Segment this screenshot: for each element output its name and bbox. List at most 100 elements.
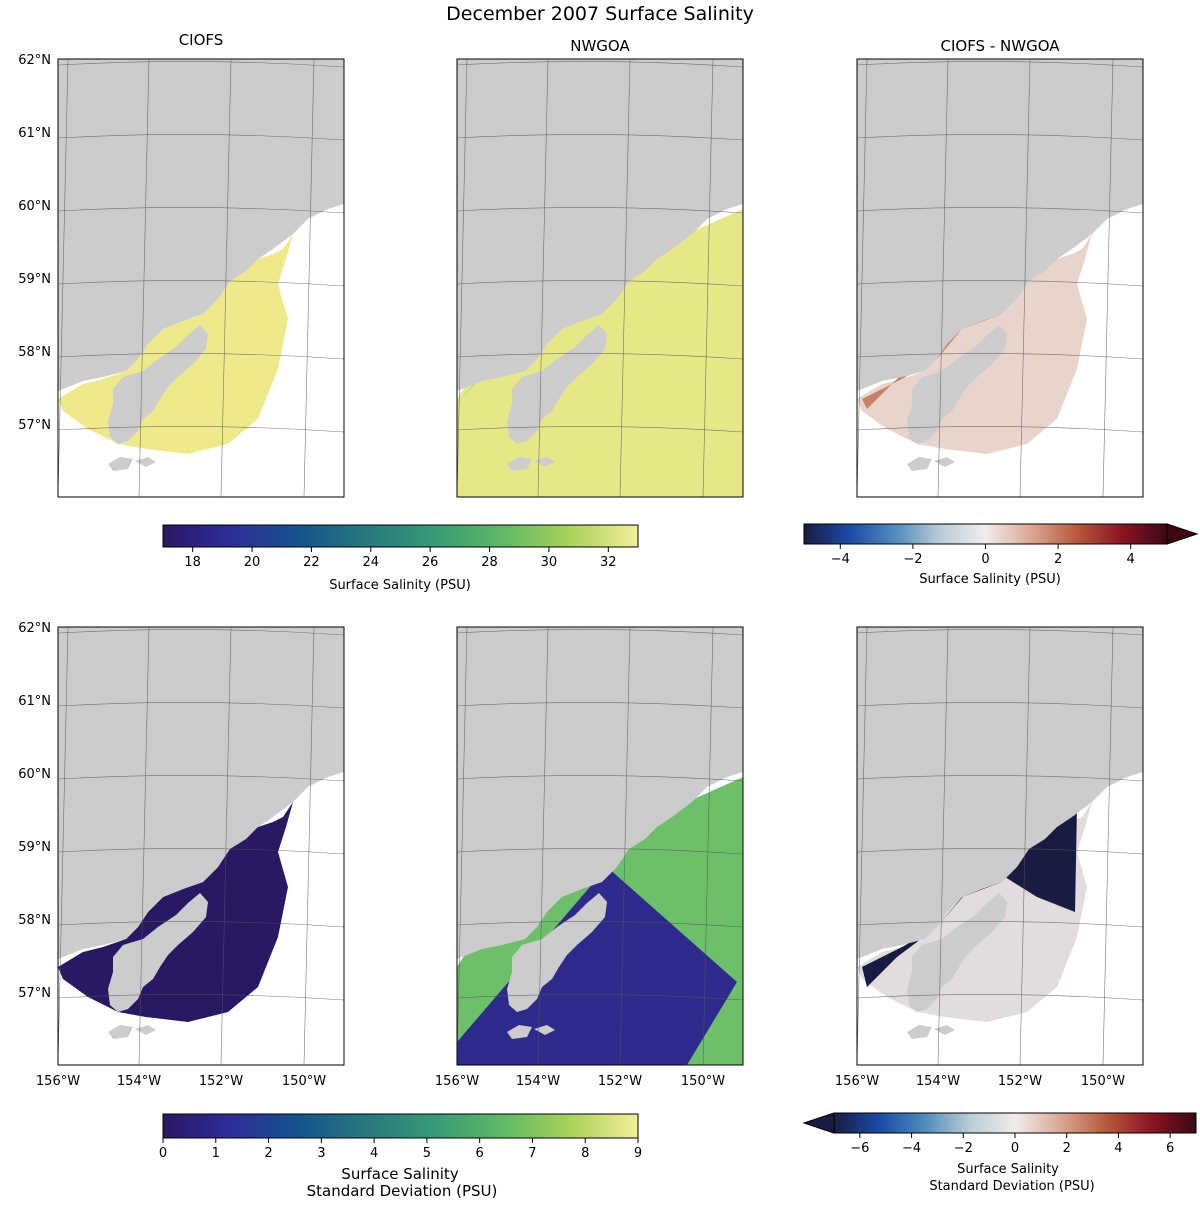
map-panel	[57, 58, 345, 498]
colorbar-label-salinity: Surface Salinity (PSU)	[329, 578, 471, 593]
map-content	[58, 59, 344, 497]
island-land	[108, 325, 208, 444]
colorbar-gradient	[833, 1112, 1197, 1134]
colorbar-std-diff: −6 −4 −2 0 2 4 6	[802, 1112, 1197, 1156]
colorbar-gradient	[162, 524, 639, 548]
colorbar-tick-label: 3	[317, 1146, 325, 1161]
lon-label: 150°W	[1081, 1074, 1125, 1089]
small-island-land	[108, 1025, 156, 1039]
lat-gridline	[58, 994, 344, 1001]
lon-label: 156°W	[36, 1074, 80, 1089]
colorbar-extend-min	[802, 1112, 835, 1134]
lat-gridline	[58, 134, 344, 141]
small-island-land	[907, 1025, 955, 1039]
lat-gridline	[857, 426, 1143, 433]
lon-label: 150°W	[681, 1074, 725, 1089]
colorbar-tick-label: 8	[581, 1146, 589, 1161]
map-content	[58, 627, 344, 1065]
lat-gridline	[857, 702, 1143, 709]
colorbar-tick-label: 28	[481, 555, 498, 570]
colorbar-extend-max	[1166, 523, 1199, 545]
colorbar-tick-label: 9	[634, 1146, 642, 1161]
lon-gridline	[619, 59, 631, 497]
small-island-land	[507, 1025, 555, 1039]
colorbar-tick-label: 5	[423, 1146, 431, 1161]
lat-gridline	[457, 280, 743, 287]
lat-gridline	[857, 353, 1143, 360]
colorbar-tick-label: 18	[184, 555, 201, 570]
lon-label: 154°W	[916, 1074, 960, 1089]
island-land	[907, 893, 1007, 1012]
lat-label: 59°N	[18, 840, 51, 855]
island-land	[507, 325, 607, 444]
colorbar-salinity-diff: −4 −2 0 2 4	[803, 523, 1199, 567]
colorbar-tick-label: 4	[1114, 1141, 1122, 1156]
lat-label: 62°N	[18, 621, 51, 636]
panel-title-difference: CIOFS - NWGOA	[940, 37, 1060, 55]
lat-gridline	[58, 207, 344, 214]
panel-frame	[456, 58, 744, 498]
lat-label: 59°N	[18, 272, 51, 287]
colorbar-tick-label: 2	[1063, 1141, 1071, 1156]
land-mask	[857, 627, 1143, 959]
colorbar-label-salinity-diff: Surface Salinity (PSU)	[919, 572, 1061, 587]
colorbar-tick-label: −6	[850, 1141, 869, 1156]
colorbar-tick-label: 1	[212, 1146, 220, 1161]
lon-gridline	[702, 627, 714, 1065]
high-resolution-nest	[457, 867, 737, 1065]
panel-frame	[856, 626, 1144, 1066]
map-content	[457, 627, 743, 1065]
map-content	[857, 627, 1143, 1065]
lat-gridline	[58, 921, 344, 928]
colorbar-tick-label: 22	[303, 555, 320, 570]
lat-gridline	[58, 353, 344, 360]
panel-frame	[57, 58, 345, 498]
lat-label: 60°N	[18, 199, 51, 214]
colorbar-tick-label: 24	[363, 555, 380, 570]
lon-gridline	[220, 627, 232, 1065]
map-panel	[856, 626, 1144, 1066]
colorbar-std: 0 1 2 3 4 5 6 7 8 9	[159, 1113, 642, 1161]
lon-gridline	[220, 59, 232, 497]
colorbar-salinity: 18 20 22 24 26 28 30 32	[162, 524, 639, 570]
lat-gridline	[857, 134, 1143, 141]
lat-label: 60°N	[18, 767, 51, 782]
island-land	[507, 893, 607, 1012]
lon-gridline	[1102, 627, 1114, 1065]
colorbar-tick-label: 4	[370, 1146, 378, 1161]
lon-gridline	[303, 59, 315, 497]
small-island-land	[108, 457, 156, 471]
lon-gridline	[937, 59, 949, 497]
lat-gridline	[857, 629, 1143, 636]
chart-title: December 2007 Surface Salinity	[446, 3, 754, 25]
lat-gridline	[857, 207, 1143, 214]
colorbar-label-std-diff-line1: Surface Salinity	[957, 1162, 1059, 1177]
colorbar-tick-label: 20	[244, 555, 261, 570]
lat-gridline	[857, 61, 1143, 68]
land-mask	[58, 627, 344, 959]
colorbar-tick-label: 6	[1166, 1141, 1174, 1156]
lat-gridline	[457, 775, 743, 782]
colorbar-tick-label: 2	[264, 1146, 272, 1161]
lon-gridline	[457, 59, 468, 497]
colorbar-tick-label: −2	[954, 1141, 973, 1156]
colorbar-gradient	[803, 523, 1168, 545]
lon-gridline	[58, 59, 69, 497]
colorbar-tick-label: 0	[981, 552, 989, 567]
lat-gridline	[58, 702, 344, 709]
lon-label: 152°W	[998, 1074, 1042, 1089]
map-panel	[456, 58, 744, 498]
colorbar-tick-label: −4	[902, 1141, 921, 1156]
lat-gridline	[58, 426, 344, 433]
small-island-land	[507, 457, 555, 471]
lon-gridline	[303, 627, 315, 1065]
colorbar-tick-label: 0	[159, 1146, 167, 1161]
land-mask	[58, 59, 344, 391]
lat-label: 61°N	[18, 694, 51, 709]
lat-gridline	[58, 61, 344, 68]
lon-gridline	[857, 59, 868, 497]
land-mask	[857, 59, 1143, 391]
small-island-land	[907, 457, 955, 471]
colorbar-gradient	[162, 1113, 639, 1139]
lat-gridline	[58, 280, 344, 287]
